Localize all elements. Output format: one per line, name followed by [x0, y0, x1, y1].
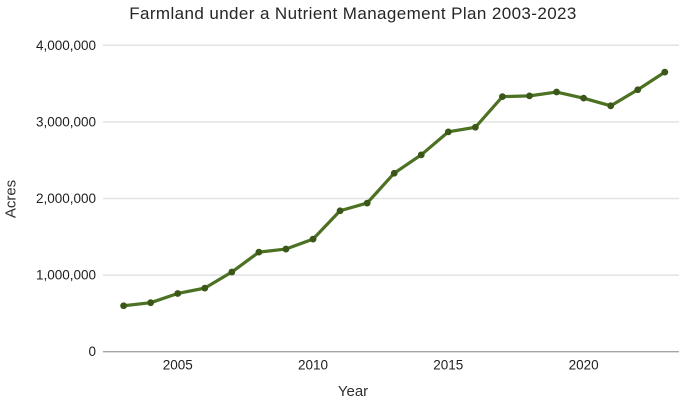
data-point — [444, 128, 452, 136]
x-tick-label: 2020 — [569, 358, 599, 373]
x-tick-label: 2005 — [163, 358, 193, 373]
y-tick-label: 1,000,000 — [36, 268, 96, 283]
data-point — [363, 199, 371, 207]
y-tick-labels: 0 1,000,000 2,000,000 3,000,000 4,000,000 — [36, 38, 96, 359]
data-point — [336, 207, 344, 215]
data-point — [499, 93, 506, 101]
data-point — [580, 94, 588, 102]
data-point — [309, 235, 317, 243]
y-tick-label: 2,000,000 — [36, 191, 96, 206]
series-line — [121, 70, 667, 308]
data-point — [390, 169, 398, 177]
x-axis-title: Year — [337, 383, 369, 400]
x-tick-labels: 2005 2010 2015 2020 — [163, 358, 599, 373]
data-point — [634, 86, 642, 94]
data-point — [120, 302, 127, 310]
y-tick-label: 4,000,000 — [36, 38, 96, 53]
data-point — [255, 248, 263, 256]
data-point — [661, 68, 669, 76]
data-point — [228, 268, 236, 276]
data-point — [147, 299, 155, 307]
data-point — [526, 92, 533, 100]
x-tick-label: 2015 — [433, 358, 463, 373]
data-point — [553, 88, 560, 96]
data-point — [174, 290, 182, 297]
x-tick-label: 2010 — [298, 358, 328, 373]
data-point — [201, 284, 209, 292]
data-point — [282, 245, 290, 253]
data-point — [471, 123, 479, 131]
y-tick-label: 0 — [88, 344, 96, 359]
series-farmland — [120, 68, 669, 310]
data-point — [607, 102, 615, 110]
gridlines — [103, 44, 679, 276]
y-tick-label: 3,000,000 — [36, 114, 96, 129]
chart-title: Farmland under a Nutrient Management Pla… — [129, 4, 577, 23]
data-point — [417, 151, 425, 159]
